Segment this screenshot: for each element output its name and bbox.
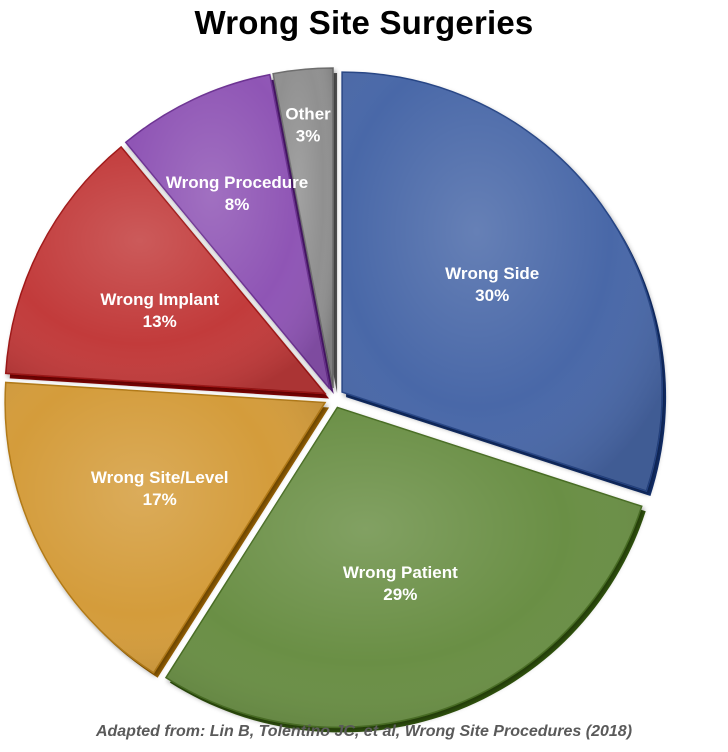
slice-gloss-wrong-procedure: [125, 74, 330, 389]
slice-gloss-wrong-patient: [165, 407, 642, 728]
slice-gloss-wrong-side: [342, 72, 663, 492]
slice-value-wrong-procedure: 8%: [225, 195, 250, 214]
slice-label-wrong-patient: Wrong Patient: [343, 563, 458, 582]
slice-value-wrong-patient: 29%: [383, 585, 417, 604]
slice-gloss-wrong-implant: [5, 146, 326, 394]
slice-label-wrong-procedure: Wrong Procedure: [166, 173, 308, 192]
pie-labels: Wrong Side 30% Wrong Patient 29% Wrong Site/…: [91, 105, 539, 604]
slice-value-wrong-site-level: 17%: [143, 490, 177, 509]
slice-gloss-wrong-site-level: [5, 382, 326, 673]
chart-title: Wrong Site Surgeries: [194, 4, 534, 41]
slice-label-other: Other: [285, 105, 331, 124]
slice-value-other: 3%: [296, 127, 321, 146]
slice-gloss-other: [273, 68, 334, 389]
slice-label-wrong-implant: Wrong Implant: [100, 290, 219, 309]
source-note: Adapted from: Lin B, Tolentino JC, et al…: [95, 723, 633, 740]
slice-label-wrong-site-level: Wrong Site/Level: [91, 468, 229, 487]
slice-value-wrong-side: 30%: [475, 286, 509, 305]
pie-slices: [4, 67, 667, 733]
slice-label-wrong-side: Wrong Side: [445, 264, 539, 283]
slice-value-wrong-implant: 13%: [143, 312, 177, 331]
